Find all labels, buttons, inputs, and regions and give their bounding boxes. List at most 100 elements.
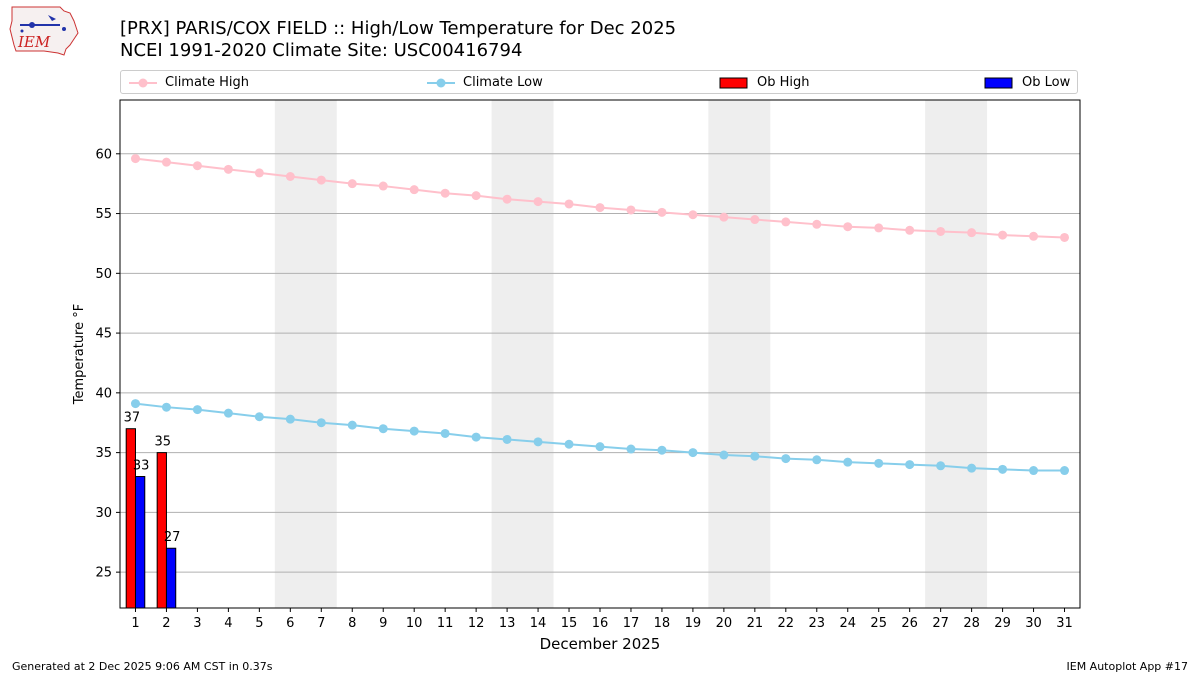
climate-high-point <box>502 194 512 204</box>
climate-low-point <box>316 418 326 428</box>
climate-high-point <box>936 226 946 236</box>
climate-high-point <box>781 217 791 227</box>
y-tick-label: 50 <box>95 267 112 282</box>
ob-low-bar <box>134 476 146 609</box>
x-tick-label: 6 <box>286 616 294 631</box>
climate-low-point <box>471 432 481 442</box>
weekend-shade <box>708 100 771 608</box>
x-tick-label: 14 <box>530 616 547 631</box>
footer-app: IEM Autoplot App #17 <box>1066 660 1189 673</box>
climate-low-point <box>192 405 202 415</box>
climate-high-point <box>812 219 822 229</box>
climate-high-point <box>161 157 171 167</box>
x-tick-label: 11 <box>437 616 454 631</box>
x-tick-label: 1 <box>131 616 139 631</box>
climate-low-point <box>409 426 419 436</box>
logo-text: IEM <box>17 33 51 51</box>
climate-high-point <box>564 199 574 209</box>
climate-high-point <box>409 185 419 195</box>
ob-high-bar <box>125 428 136 609</box>
legend-label-climate-low: Climate Low <box>463 75 543 90</box>
climate-high-point <box>254 168 264 178</box>
climate-high-point <box>192 161 202 171</box>
climate-low-point <box>347 420 357 430</box>
x-tick-label: 10 <box>406 616 423 631</box>
chart-title-block: [PRX] PARIS/COX FIELD :: High/Low Temper… <box>120 18 676 62</box>
climate-high-point <box>471 191 481 201</box>
x-tick-label: 4 <box>224 616 232 631</box>
climate-low-point <box>223 408 233 418</box>
weekend-shade <box>925 100 988 608</box>
x-tick-label: 8 <box>348 616 356 631</box>
climate-low-point <box>564 439 574 449</box>
climate-low-point <box>936 461 946 471</box>
climate-low-point <box>130 399 140 409</box>
climate-high-point <box>347 179 357 189</box>
x-tick-label: 24 <box>839 616 856 631</box>
x-axis-label: December 2025 <box>540 635 661 653</box>
x-tick-label: 31 <box>1056 616 1073 631</box>
climate-high-point <box>688 210 698 220</box>
x-tick-label: 5 <box>255 616 263 631</box>
x-tick-label: 16 <box>592 616 609 631</box>
legend-swatch-climate-high <box>129 78 157 88</box>
footer-generated: Generated at 2 Dec 2025 9:06 AM CST in 0… <box>12 660 273 673</box>
x-tick-label: 23 <box>809 616 826 631</box>
x-tick-label: 9 <box>379 616 387 631</box>
climate-low-point <box>254 412 264 422</box>
climate-low-point <box>781 454 791 464</box>
climate-low-point <box>719 450 729 460</box>
x-tick-label: 18 <box>654 616 671 631</box>
y-tick-label: 60 <box>95 147 112 162</box>
climate-high-point <box>285 171 295 181</box>
x-tick-label: 29 <box>994 616 1011 631</box>
climate-low-point <box>874 458 884 468</box>
climate-high-point <box>595 203 605 213</box>
x-tick-label: 27 <box>932 616 949 631</box>
y-tick-label: 40 <box>95 386 112 401</box>
climate-high-point <box>533 197 543 207</box>
x-tick-label: 19 <box>685 616 702 631</box>
climate-high-point <box>130 154 140 164</box>
ob-low-label: 33 <box>133 459 150 474</box>
ob-high-label: 37 <box>124 411 141 426</box>
legend-swatch-ob-high <box>719 77 748 89</box>
climate-low-point <box>502 434 512 444</box>
climate-high-point <box>905 225 915 235</box>
y-axis-label: Temperature °F <box>72 304 87 405</box>
climate-low-point <box>626 444 636 454</box>
legend-label-climate-high: Climate High <box>165 75 250 90</box>
climate-low-point <box>285 414 295 424</box>
x-tick-label: 17 <box>623 616 640 631</box>
climate-low-point <box>1029 466 1039 476</box>
iem-logo: IEM <box>8 5 80 59</box>
climate-high-point <box>440 188 450 198</box>
climate-low-point <box>161 402 171 412</box>
climate-low-point <box>967 463 977 473</box>
legend-swatch-climate-low <box>427 78 455 88</box>
climate-high-point <box>626 205 636 215</box>
x-tick-label: 21 <box>747 616 764 631</box>
climate-low-point <box>812 455 822 465</box>
climate-low-point <box>905 460 915 470</box>
climate-low-point <box>440 428 450 438</box>
climate-low-point <box>750 451 760 461</box>
x-tick-label: 22 <box>778 616 795 631</box>
ob-low-bar <box>165 547 177 609</box>
climate-low-point <box>595 442 605 452</box>
climate-high-point <box>998 230 1008 240</box>
ob-high-label: 35 <box>155 435 172 450</box>
legend-label-ob-low: Ob Low <box>1022 75 1071 90</box>
x-tick-label: 28 <box>963 616 980 631</box>
climate-low-point <box>533 437 543 447</box>
x-tick-label: 25 <box>870 616 887 631</box>
x-tick-label: 7 <box>317 616 325 631</box>
climate-high-point <box>750 215 760 225</box>
climate-high-point <box>967 228 977 238</box>
climate-high-point <box>1060 232 1070 242</box>
climate-low-point <box>843 457 853 467</box>
climate-low-point <box>657 445 667 455</box>
chart-legend: Climate High Climate Low Ob High Ob Low <box>120 70 1078 94</box>
x-tick-label: 30 <box>1025 616 1042 631</box>
weekend-shade <box>491 100 554 608</box>
